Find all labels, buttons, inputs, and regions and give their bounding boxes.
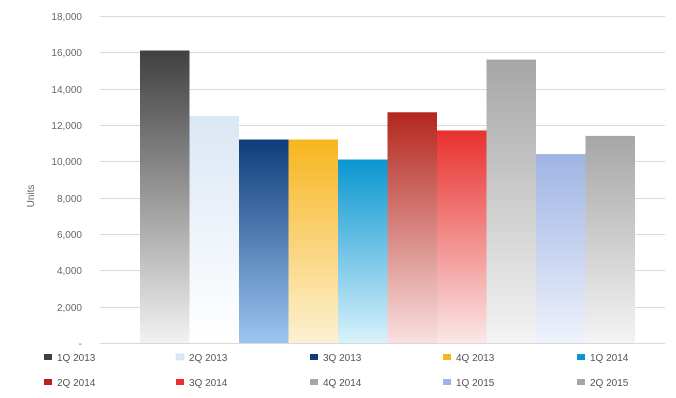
y-tick-label: 10,000 [51,157,82,168]
legend-swatch [443,354,451,360]
legend-label: 1Q 2013 [57,353,96,364]
legend-label: 2Q 2013 [189,353,228,364]
legend-label: 3Q 2013 [323,353,362,364]
legend-item: 4Q 2014 [310,378,362,389]
y-tick-label: 2,000 [57,303,82,314]
legend-item: 2Q 2015 [577,378,629,389]
bar-2q-2014 [387,112,437,344]
legend-label: 2Q 2015 [590,378,629,389]
y-tick-label: 12,000 [51,121,82,132]
bar-4q-2014 [486,59,536,343]
legend-swatch [443,379,451,385]
legend-label: 1Q 2014 [590,353,629,364]
y-tick-label: 16,000 [51,48,82,59]
y-tick-label: - [79,339,82,350]
legend-label: 4Q 2014 [323,378,362,389]
bar-4q-2013 [288,139,338,343]
legend-swatch [44,379,52,385]
bar-2q-2013 [189,115,239,344]
legend-label: 2Q 2014 [57,378,96,389]
legend-label: 1Q 2015 [456,378,495,389]
legend-item: 4Q 2013 [443,353,495,364]
legend-item: 3Q 2013 [310,353,362,364]
y-tick-label: 18,000 [51,12,82,23]
legend-item: 1Q 2014 [577,353,629,364]
y-axis-ticks: - 2,000 4,000 6,000 8,000 10,000 12,000 14,000 1… [51,12,82,350]
legend: 1Q 2013 2Q 2013 3Q 2013 4Q 2013 1Q 2014 2Q 20… [44,353,629,389]
y-tick-label: 8,000 [57,194,82,205]
legend-swatch [577,354,585,360]
legend-swatch [44,354,52,360]
bar-3q-2014 [437,130,487,343]
legend-item: 2Q 2013 [175,353,228,364]
y-tick-label: 4,000 [57,266,82,277]
legend-item: 3Q 2014 [176,378,228,389]
legend-swatch [577,379,585,385]
legend-item: 1Q 2015 [443,378,495,389]
y-tick-label: 14,000 [51,85,82,96]
legend-label: 3Q 2014 [189,378,228,389]
bars [140,50,635,344]
legend-item: 2Q 2014 [44,378,96,389]
legend-swatch [176,379,184,385]
bar-3q-2013 [239,139,289,343]
legend-swatch [310,354,318,360]
y-tick-label: 6,000 [57,230,82,241]
legend-label: 4Q 2013 [456,353,495,364]
bar-1q-2015 [536,154,586,343]
bar-1q-2013 [140,50,190,344]
bar-2q-2015 [585,135,635,343]
legend-swatch [310,379,318,385]
y-axis-label: Units [26,185,37,208]
legend-swatch [175,353,185,361]
legend-item: 1Q 2013 [44,353,96,364]
bar-1q-2014 [338,159,388,343]
